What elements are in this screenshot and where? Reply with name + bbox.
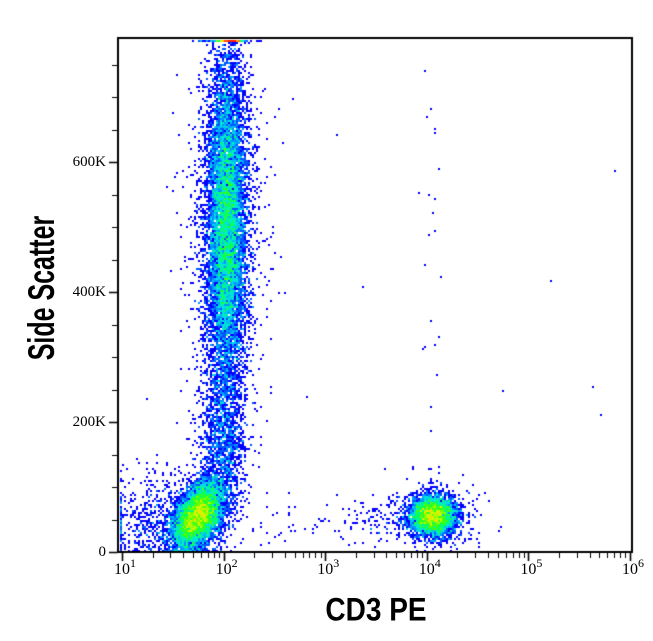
x-tick-label: 106 bbox=[622, 556, 644, 578]
y-tick-label: 400K bbox=[72, 284, 106, 300]
x-tick-label: 101 bbox=[114, 556, 136, 578]
y-tick-label: 200K bbox=[72, 414, 106, 430]
y-tick-label: 600K bbox=[72, 154, 106, 170]
x-tick-label: 102 bbox=[215, 556, 238, 578]
x-tick-label: 103 bbox=[317, 556, 340, 578]
x-tick-label: 105 bbox=[520, 556, 543, 578]
y-tick-label: 0 bbox=[98, 544, 107, 560]
x-tick-label: 104 bbox=[418, 556, 441, 578]
x-axis-title: CD3 PE bbox=[325, 591, 427, 628]
